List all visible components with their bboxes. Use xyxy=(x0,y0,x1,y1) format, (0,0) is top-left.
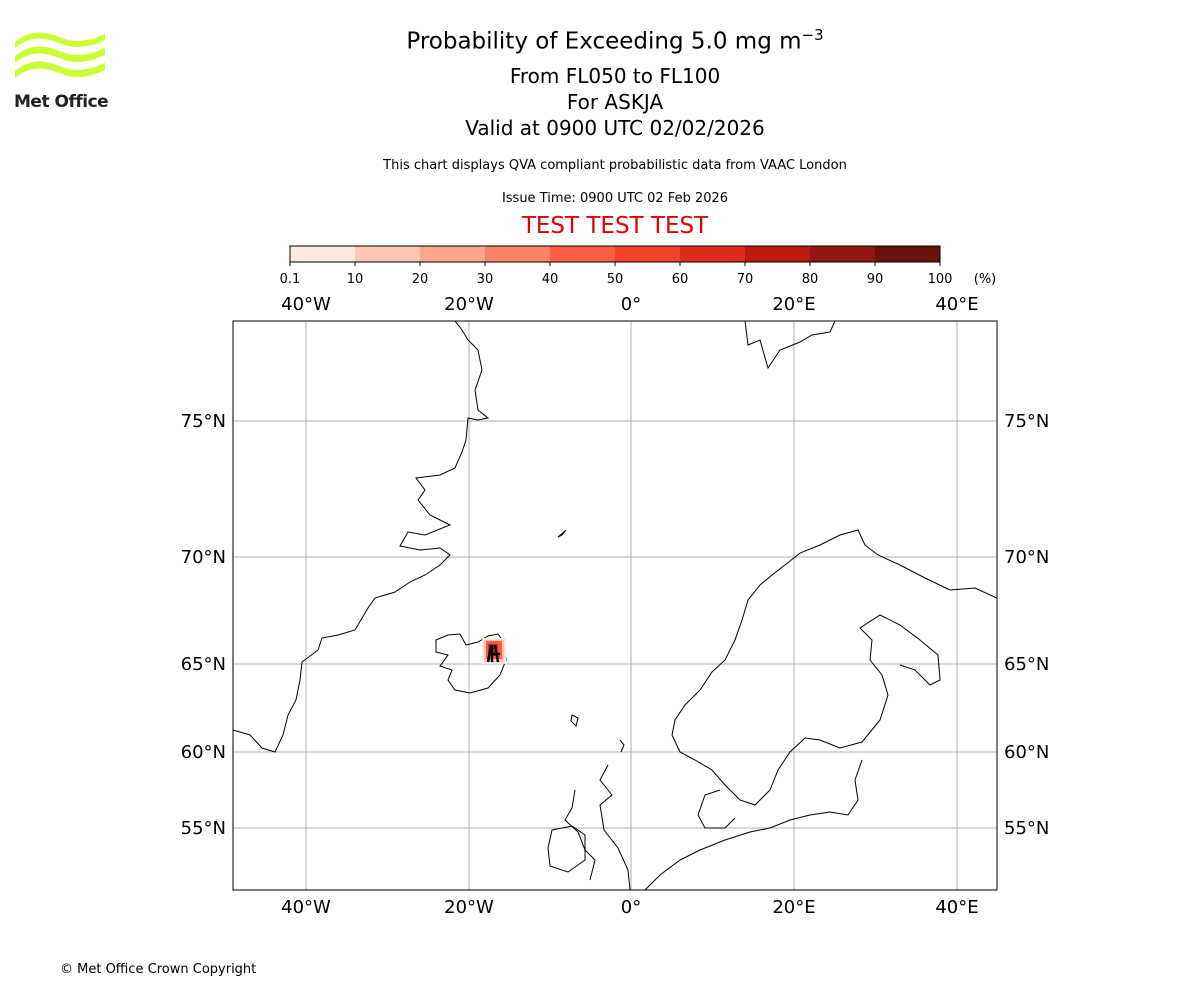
gb-coast xyxy=(564,764,631,890)
greenland-coast xyxy=(233,321,490,753)
colorbar-tick-label: 10 xyxy=(347,272,364,287)
lat-label: 55°N xyxy=(181,818,226,839)
lon-label: 20°W xyxy=(444,897,494,918)
colorbar-segment xyxy=(615,246,681,262)
faroe xyxy=(570,714,579,727)
colorbar-segment xyxy=(680,246,746,262)
lon-label: 0° xyxy=(621,897,641,918)
lat-label: 60°N xyxy=(1004,742,1049,763)
lon-labels-bottom: 40°W 20°W 0° 20°E 40°E xyxy=(281,897,978,918)
colorbar-segment xyxy=(420,246,486,262)
iceland-coast xyxy=(435,633,507,694)
colorbar-tick-label: 80 xyxy=(802,272,819,287)
lat-label: 75°N xyxy=(181,411,226,432)
colorbar-tick-label: 50 xyxy=(607,272,624,287)
met-office-logo-icon xyxy=(15,32,105,78)
lat-labels-right: 75°N 70°N 65°N 60°N 55°N xyxy=(1004,411,1049,839)
colorbar-segment xyxy=(875,246,941,262)
lon-label: 0° xyxy=(621,294,641,315)
chart-title: Probability of Exceeding 5.0 mg m−3 xyxy=(0,26,1200,55)
colorbar-tick-label: 100 xyxy=(928,272,953,287)
test-banner: TEST TEST TEST xyxy=(521,213,709,239)
gridlines xyxy=(233,321,997,890)
subtitle: This chart displays QVA compliant probab… xyxy=(383,158,847,173)
colorbar-segment xyxy=(355,246,421,262)
colorbar-segment xyxy=(485,246,551,262)
copyright: © Met Office Crown Copyright xyxy=(60,962,257,977)
colorbar-tick-label: 20 xyxy=(412,272,429,287)
lat-label: 55°N xyxy=(1004,818,1049,839)
colorbar: 0.1 10 20 30 40 50 60 70 80 90 100 xyxy=(280,245,953,287)
colorbar-tick-label: 60 xyxy=(672,272,689,287)
colorbar-tick-label: 70 xyxy=(737,272,754,287)
shetland xyxy=(619,739,625,753)
lat-label: 65°N xyxy=(1004,654,1049,675)
lon-label: 40°E xyxy=(935,897,978,918)
colorbar-tick-label: 30 xyxy=(477,272,494,287)
lon-label: 20°W xyxy=(444,294,494,315)
lat-labels-left: 75°N 70°N 65°N 60°N 55°N xyxy=(181,411,226,839)
colorbar-segment xyxy=(550,246,616,262)
lon-label: 40°E xyxy=(935,294,978,315)
title-text: Probability of Exceeding 5.0 mg m xyxy=(406,28,802,55)
colorbar-segment xyxy=(810,246,876,262)
baltic-coast xyxy=(644,759,863,890)
scandinavia-coast xyxy=(671,529,997,736)
lon-labels-top: 40°W 20°W 0° 20°E 40°E xyxy=(281,294,978,315)
lat-label: 60°N xyxy=(181,742,226,763)
volcano-marker-icon xyxy=(486,644,500,663)
colorbar-tick-label: 40 xyxy=(542,272,559,287)
volcano-name: For ASKJA xyxy=(566,90,664,114)
denmark-coast xyxy=(697,789,736,829)
colorbar-tick-label: 0.1 xyxy=(280,272,301,287)
map-area xyxy=(232,320,998,891)
lat-label: 70°N xyxy=(1004,547,1049,568)
issue-time: Issue Time: 0900 UTC 02 Feb 2026 xyxy=(501,191,729,206)
colorbar-segment xyxy=(290,246,356,262)
lon-label: 40°W xyxy=(281,294,331,315)
coastlines xyxy=(233,321,997,890)
colorbar-unit: (%) xyxy=(974,272,997,287)
colorbar-tick-label: 90 xyxy=(867,272,884,287)
lon-label: 40°W xyxy=(281,897,331,918)
sweden-finland-coast xyxy=(671,614,941,806)
lat-label: 70°N xyxy=(181,547,226,568)
lat-label: 75°N xyxy=(1004,411,1049,432)
title-superscript: −3 xyxy=(801,26,824,44)
valid-time: Valid at 0900 UTC 02/02/2026 xyxy=(465,116,765,140)
colorbar-segment xyxy=(745,246,811,262)
lat-label: 65°N xyxy=(181,654,226,675)
flight-level-range: From FL050 to FL100 xyxy=(509,64,721,88)
lon-label: 20°E xyxy=(772,294,815,315)
logo-text: Met Office xyxy=(14,92,109,112)
svalbard-coast xyxy=(744,321,836,370)
ash-probability-plume xyxy=(482,638,506,664)
ireland-coast xyxy=(547,825,586,873)
lon-label: 20°E xyxy=(772,897,815,918)
jan-mayen xyxy=(557,529,567,538)
